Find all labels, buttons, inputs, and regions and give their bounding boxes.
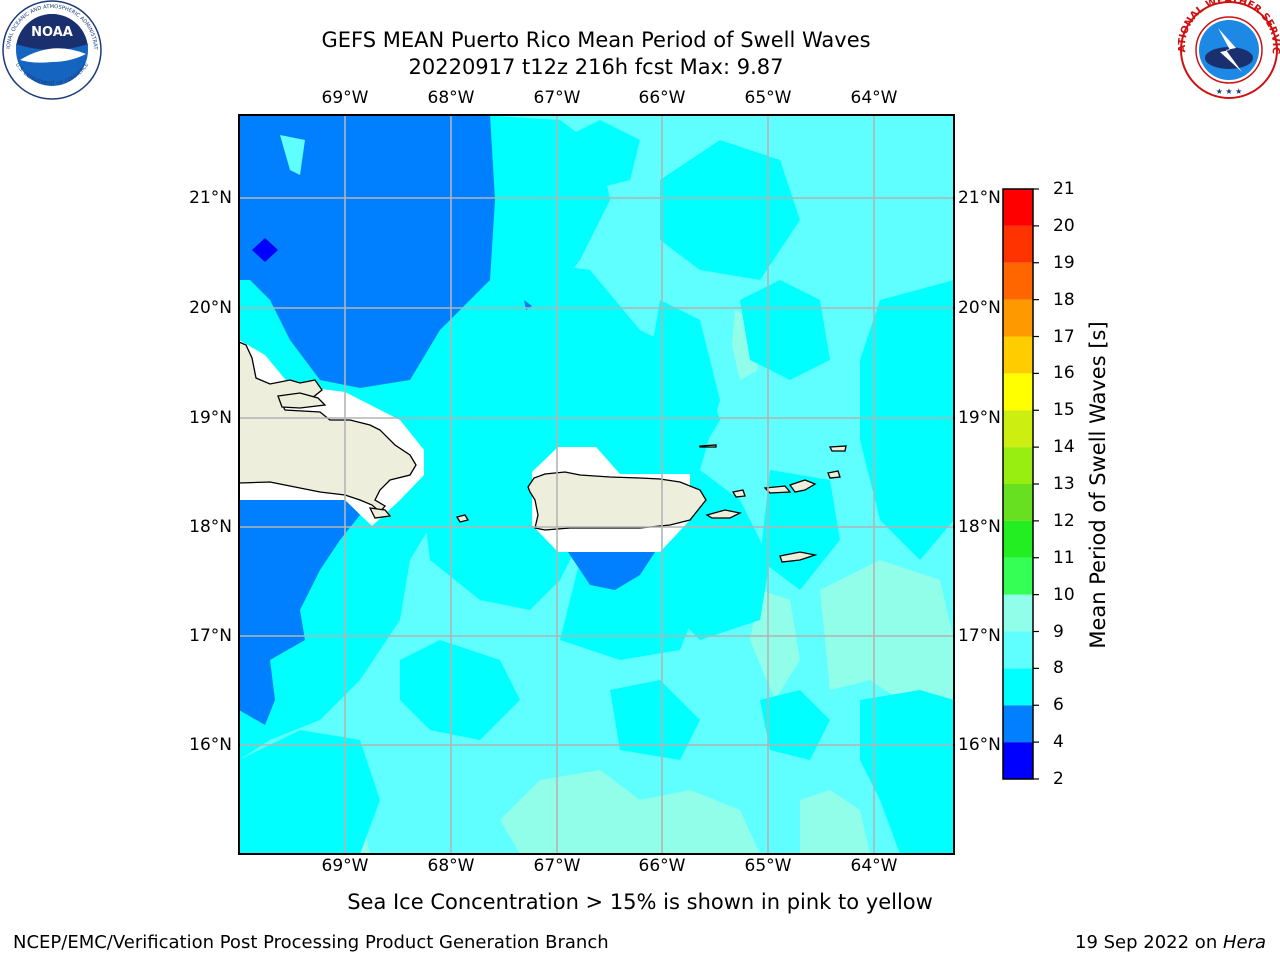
tortuga-island bbox=[277, 392, 327, 409]
footer-credit: NCEP/EMC/Verification Post Processing Pr… bbox=[13, 932, 609, 953]
colorbar-band bbox=[1003, 594, 1033, 632]
lat-label-left: 20°N bbox=[189, 298, 232, 318]
colorbar-band bbox=[1003, 447, 1033, 484]
colorbar-band bbox=[1003, 668, 1033, 706]
lon-label-bottom: 69°W bbox=[321, 856, 369, 876]
footer-host: Hera bbox=[1222, 932, 1266, 953]
colorbar-band bbox=[1003, 742, 1033, 779]
colorbar-band bbox=[1003, 705, 1033, 743]
colorbar-tick-label: 17 bbox=[1053, 326, 1075, 347]
colorbar-band bbox=[1003, 410, 1033, 448]
svg-text:★ ★ ★: ★ ★ ★ bbox=[1216, 87, 1243, 96]
islet bbox=[699, 444, 717, 448]
forecast-subtitle: 20220917 t12z 216h fcst Max: 9.87 bbox=[408, 55, 784, 79]
colorbar-band bbox=[1003, 225, 1033, 263]
colorbar-tick-label: 8 bbox=[1053, 658, 1064, 679]
lat-label-right: 19°N bbox=[958, 408, 1001, 428]
lon-label-bottom: 65°W bbox=[744, 856, 792, 876]
colorbar-tick-label: 9 bbox=[1053, 621, 1064, 642]
colorbar-band bbox=[1003, 189, 1033, 226]
colorbar-tick-label: 19 bbox=[1053, 252, 1075, 273]
colorbar-tick-label: 21 bbox=[1053, 179, 1075, 199]
mona-island bbox=[455, 514, 470, 523]
noaa-logo: NOAA NATIONAL OCEANIC AND ATMOSPHERIC AD… bbox=[0, 0, 102, 100]
vieques-island bbox=[705, 509, 742, 519]
svg-text:NOAA: NOAA bbox=[31, 25, 73, 40]
lat-label-right: 18°N bbox=[958, 517, 1001, 537]
colorbar-tick-label: 16 bbox=[1053, 363, 1075, 384]
lon-label-top: 69°W bbox=[321, 88, 369, 108]
colorbar-tick-label: 13 bbox=[1053, 474, 1075, 494]
nws-logo: NATIONAL WEATHER SERVICE ★ ★ ★ bbox=[1178, 0, 1280, 99]
lon-label-top: 64°W bbox=[850, 88, 898, 108]
lat-label-left: 18°N bbox=[189, 517, 232, 537]
lat-label-right: 20°N bbox=[958, 298, 1001, 318]
lat-label-left: 16°N bbox=[189, 735, 232, 755]
colorbar-band bbox=[1003, 262, 1033, 300]
anegada-island bbox=[828, 445, 847, 452]
colorbar-tick-label: 20 bbox=[1053, 215, 1075, 236]
colorbar-band bbox=[1003, 299, 1033, 337]
colorbar-band bbox=[1003, 557, 1033, 595]
st-croix-island bbox=[779, 551, 818, 563]
colorbar-tick-label: 10 bbox=[1053, 584, 1075, 605]
field-deep-blue bbox=[252, 238, 278, 262]
colorbar-band bbox=[1003, 631, 1033, 669]
lat-label-right: 17°N bbox=[958, 626, 1001, 646]
colorbar-tick-label: 14 bbox=[1053, 437, 1075, 458]
colorbar-label: Mean Period of Swell Waves [s] bbox=[1086, 321, 1110, 649]
lon-label-bottom: 64°W bbox=[850, 856, 898, 876]
colorbar-tick-label: 6 bbox=[1053, 695, 1064, 716]
colorbar-tick-label: 18 bbox=[1053, 289, 1075, 310]
colorbar-tick-label: 12 bbox=[1053, 510, 1075, 531]
map-area bbox=[239, 115, 954, 854]
graticule bbox=[239, 115, 954, 854]
beata-island bbox=[368, 507, 392, 519]
lat-label-left: 21°N bbox=[189, 188, 232, 208]
st-john-island bbox=[788, 479, 817, 493]
colorbar-band bbox=[1003, 484, 1033, 521]
lon-label-bottom: 68°W bbox=[427, 856, 475, 876]
lon-label-top: 65°W bbox=[744, 88, 792, 108]
hispaniola bbox=[239, 341, 417, 513]
colorbar-band bbox=[1003, 336, 1033, 374]
colorbar-tick-label: 15 bbox=[1053, 400, 1075, 421]
map-frame bbox=[238, 114, 955, 855]
lon-label-top: 66°W bbox=[638, 88, 686, 108]
map-title: GEFS MEAN Puerto Rico Mean Period of Swe… bbox=[321, 28, 871, 52]
colorbar-band bbox=[1003, 520, 1033, 558]
culebra-island bbox=[731, 489, 746, 498]
lat-label-right: 21°N bbox=[958, 188, 1001, 208]
lon-label-top: 67°W bbox=[533, 88, 581, 108]
colorbar-tick-label: 11 bbox=[1053, 547, 1075, 568]
colorbar-tick-label: 2 bbox=[1053, 769, 1064, 789]
colorbar-band bbox=[1003, 373, 1033, 411]
virgin-gorda-island bbox=[827, 470, 841, 479]
field-blue bbox=[239, 115, 655, 725]
colorbar bbox=[1003, 189, 1033, 779]
lat-label-left: 19°N bbox=[189, 408, 232, 428]
lon-label-bottom: 67°W bbox=[533, 856, 581, 876]
lat-label-left: 17°N bbox=[189, 626, 232, 646]
lat-label-right: 16°N bbox=[958, 735, 1001, 755]
sea-ice-note: Sea Ice Concentration > 15% is shown in … bbox=[347, 890, 933, 914]
footer-date-text: 19 Sep 2022 on bbox=[1075, 932, 1223, 953]
colorbar-tick-label: 4 bbox=[1053, 732, 1064, 753]
footer-date: 19 Sep 2022 on Hera bbox=[1075, 932, 1266, 953]
lon-label-top: 68°W bbox=[427, 88, 475, 108]
lon-label-bottom: 66°W bbox=[638, 856, 686, 876]
